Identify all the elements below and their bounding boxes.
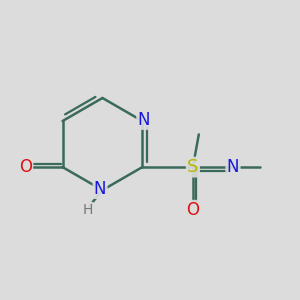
Text: N: N (94, 180, 106, 198)
Text: H: H (82, 203, 93, 217)
Text: O: O (19, 158, 32, 176)
Text: N: N (227, 158, 239, 176)
Text: S: S (187, 158, 199, 176)
Text: O: O (186, 201, 200, 219)
Text: N: N (138, 110, 150, 128)
